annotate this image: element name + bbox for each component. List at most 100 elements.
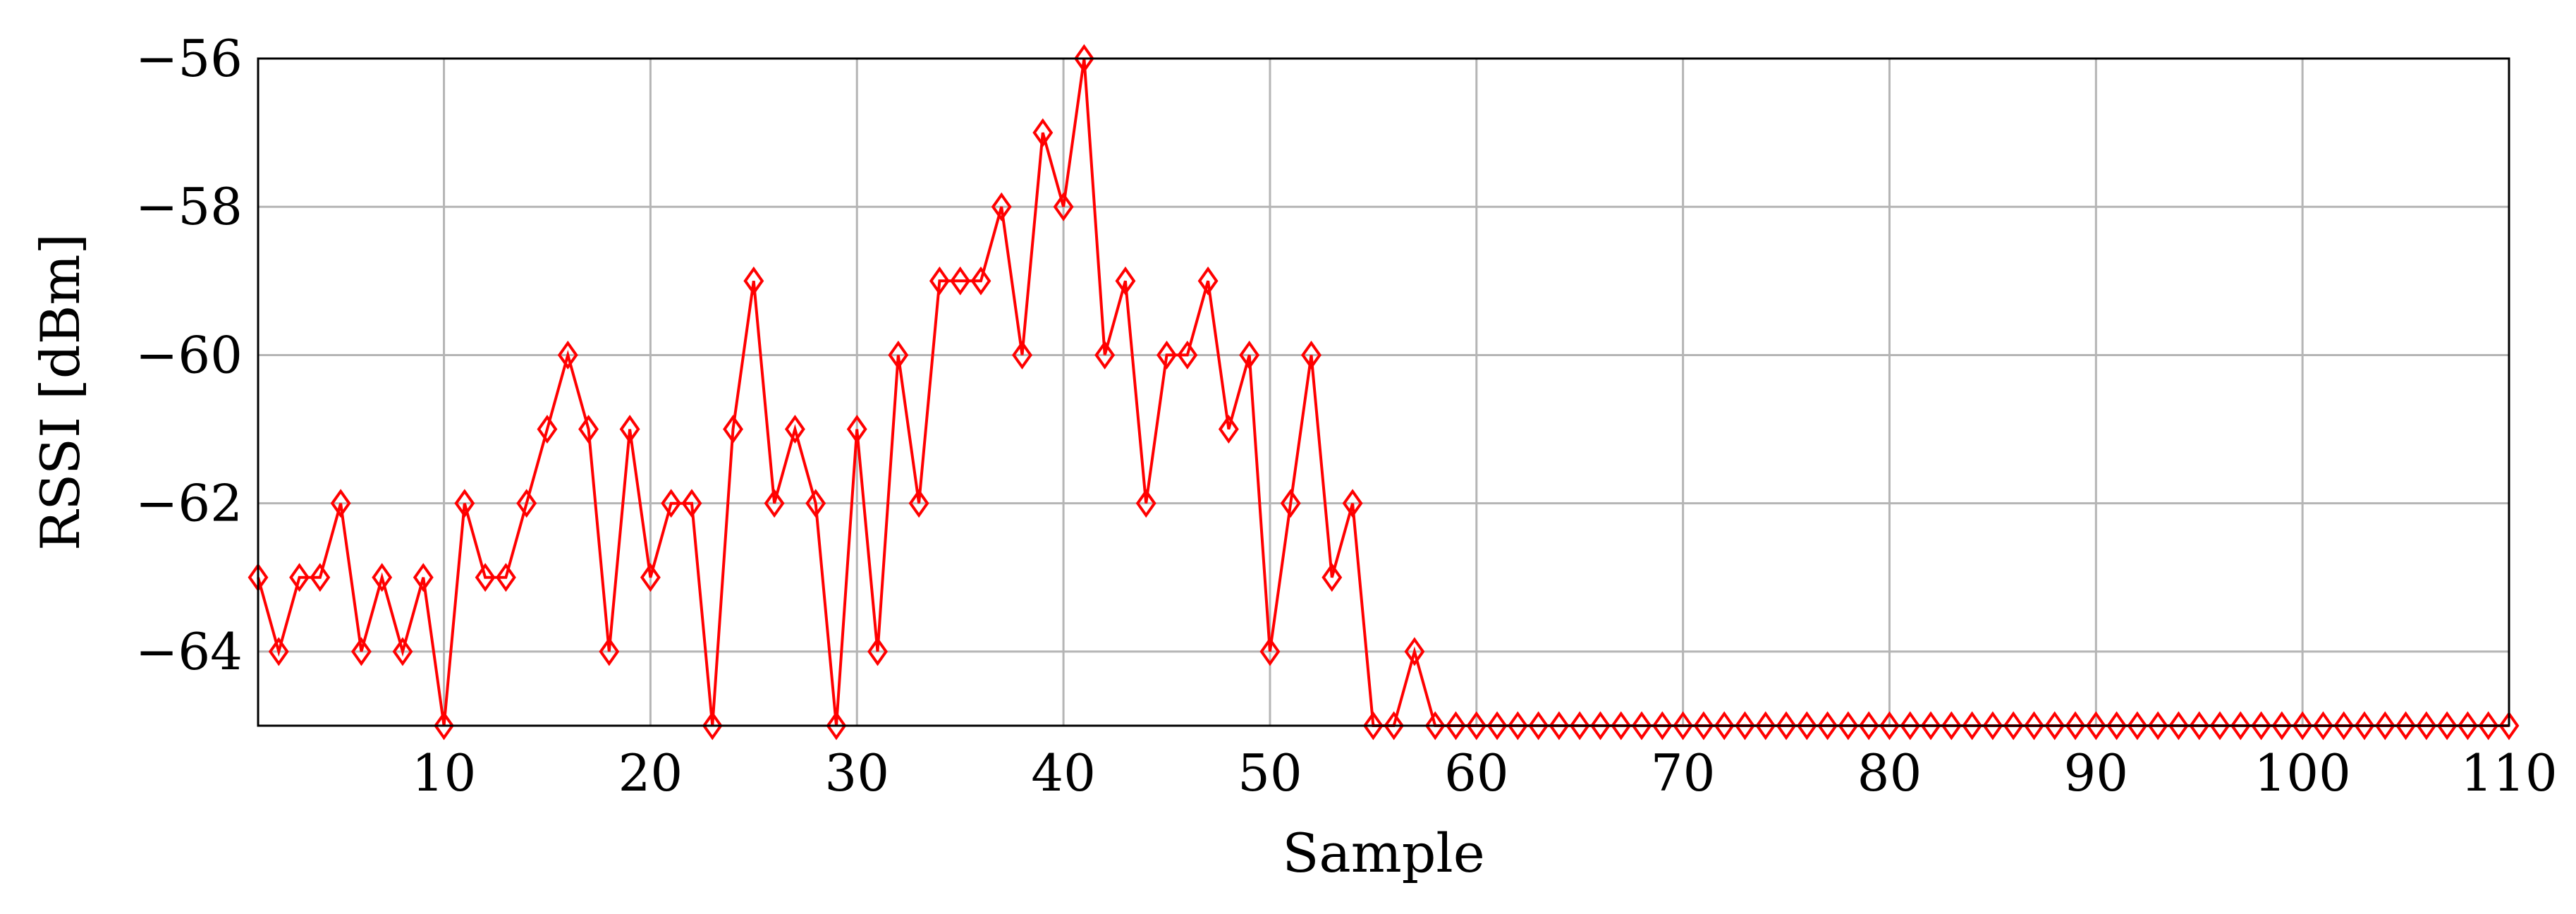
data-point-marker [1032, 118, 1054, 147]
data-point-marker [764, 489, 785, 518]
data-point-marker [867, 637, 888, 666]
data-point-marker [1259, 637, 1281, 666]
x-axis-label: Sample [1282, 822, 1484, 884]
data-point-marker [1507, 711, 1528, 741]
data-point-marker [1135, 489, 1156, 518]
data-point-marker [1073, 44, 1094, 73]
data-point-marker [495, 563, 516, 592]
data-point-marker [702, 711, 723, 741]
data-point-marker [888, 340, 909, 370]
data-point-marker [2354, 711, 2375, 741]
y-tick-labels: −64 −62 −60 −58 −56 [135, 29, 243, 681]
y-tick-label: −64 [135, 622, 243, 681]
data-point-marker [1218, 415, 1239, 444]
data-point-marker [310, 563, 331, 592]
data-point-marker [2478, 711, 2499, 741]
data-point-marker [908, 489, 929, 518]
data-point-marker [2024, 711, 2044, 741]
data-point-marker [289, 563, 310, 592]
data-point-marker [1115, 266, 1136, 295]
data-point-marker [1362, 711, 1384, 741]
data-point-marker [2271, 711, 2293, 741]
data-point-marker [2085, 711, 2106, 741]
data-point-marker [1631, 711, 1652, 741]
data-point-marker [2374, 711, 2395, 741]
data-point-marker [1611, 711, 1632, 741]
data-point-marker [434, 711, 455, 741]
data-point-marker [1590, 711, 1611, 741]
data-point-marker [2416, 711, 2437, 741]
data-point-marker [2168, 711, 2189, 741]
data-point-marker [1838, 711, 1859, 741]
data-point-marker [1900, 711, 1921, 741]
data-point-marker [743, 266, 764, 295]
data-point-marker [1342, 489, 1363, 518]
y-tick-label: −62 [135, 474, 243, 533]
data-point-marker [1714, 711, 1735, 741]
data-point-marker [1424, 711, 1446, 741]
data-point-marker [2106, 711, 2128, 741]
data-point-marker [1528, 711, 1549, 741]
data-point-marker [1053, 192, 1074, 221]
data-point-marker [1982, 711, 2003, 741]
series-group [248, 44, 2520, 741]
data-point-marker [2498, 711, 2520, 741]
data-point-marker [640, 563, 661, 592]
data-point-marker [599, 637, 620, 666]
data-point-marker [805, 489, 826, 518]
data-point-marker [1239, 340, 1260, 370]
data-point-marker [1735, 711, 1755, 741]
data-point-marker [619, 415, 640, 444]
data-point-marker [1197, 266, 1219, 295]
data-point-marker [2209, 711, 2230, 741]
data-point-marker [268, 637, 289, 666]
data-point-marker [1384, 711, 1405, 741]
x-tick-label: 90 [2063, 743, 2128, 803]
data-point-marker [1569, 711, 1590, 741]
data-point-marker [2230, 711, 2251, 741]
data-point-marker [1446, 711, 1466, 741]
x-tick-label: 110 [2460, 743, 2557, 803]
data-point-marker [1879, 711, 1900, 741]
grid-lines [258, 57, 2510, 726]
data-point-marker [2189, 711, 2210, 741]
data-point-marker [2436, 711, 2458, 741]
data-point-marker [2457, 711, 2478, 741]
x-tick-label: 80 [1857, 743, 1922, 803]
data-point-marker [1321, 563, 1343, 592]
data-point-marker [1301, 340, 1321, 370]
x-tick-label: 10 [412, 743, 477, 803]
data-point-marker [1404, 637, 1425, 666]
data-point-marker [2395, 711, 2417, 741]
data-point-marker [1094, 340, 1116, 370]
data-point-marker [392, 637, 413, 666]
data-point-marker [784, 415, 805, 444]
x-tick-label: 20 [618, 743, 683, 803]
data-point-marker [1817, 711, 1838, 741]
x-tick-labels: 10 20 30 40 50 60 70 80 90 100 110 [412, 743, 2558, 803]
data-point-marker [2312, 711, 2333, 741]
data-point-marker [1012, 340, 1032, 370]
data-point-marker [2044, 711, 2065, 741]
data-point-marker [1941, 711, 1962, 741]
series-line [257, 58, 2509, 727]
data-point-marker [330, 489, 351, 518]
data-point-marker [681, 489, 702, 518]
data-point-marker [454, 489, 475, 518]
data-point-marker [929, 266, 950, 295]
data-point-marker [2333, 711, 2355, 741]
data-point-marker [1177, 340, 1198, 370]
data-point-marker [475, 563, 496, 592]
data-point-marker [557, 340, 578, 370]
data-point-marker [2003, 711, 2024, 741]
x-tick-label: 70 [1651, 743, 1716, 803]
data-point-marker [661, 489, 682, 518]
x-tick-label: 50 [1238, 743, 1302, 803]
y-tick-label: −58 [135, 177, 243, 236]
data-point-marker [578, 415, 599, 444]
data-point-marker [2292, 711, 2313, 741]
data-point-marker [1858, 711, 1879, 741]
data-point-marker [2251, 711, 2272, 741]
data-point-marker [970, 266, 991, 295]
